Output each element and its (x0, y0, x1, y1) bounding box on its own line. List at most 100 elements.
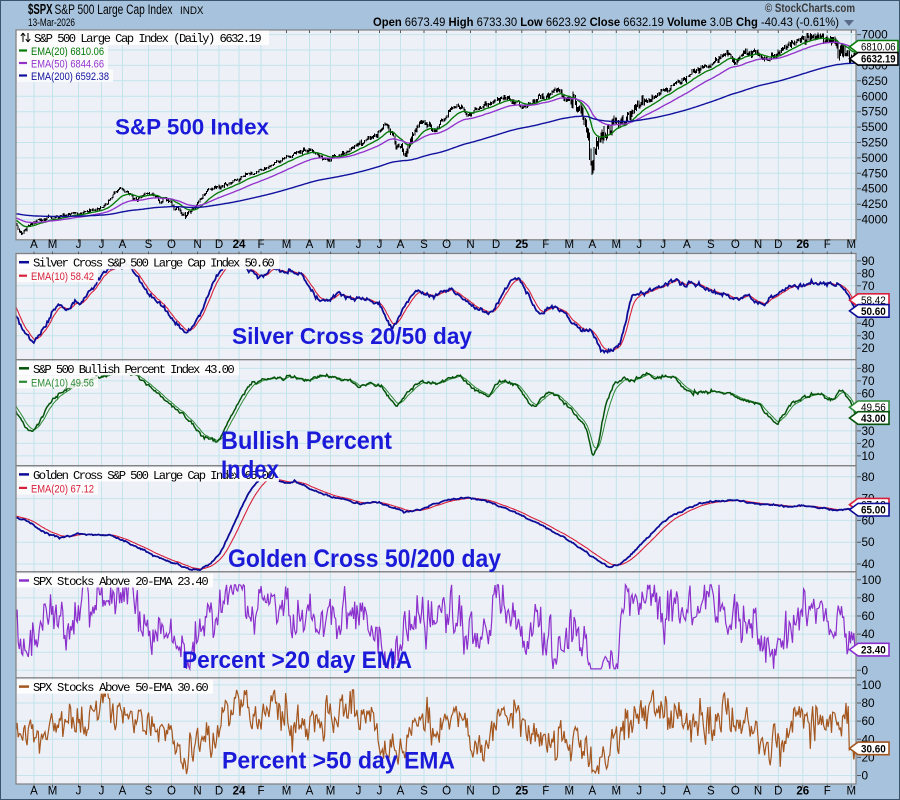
svg-text:4750: 4750 (862, 166, 889, 180)
svg-text:4000: 4000 (862, 213, 889, 227)
svg-text:25: 25 (515, 239, 528, 251)
svg-text:S&P 500 Bullish Percent Index: S&P 500 Bullish Percent Index 43.00 (33, 363, 235, 377)
svg-text:N: N (754, 239, 762, 251)
svg-text:D: D (492, 239, 500, 251)
svg-text:Golden Cross 50/200 day: Golden Cross 50/200 day (228, 545, 501, 573)
svg-text:80: 80 (862, 470, 876, 484)
svg-text:N: N (193, 239, 201, 251)
svg-text:N: N (754, 786, 762, 798)
svg-text:A: A (306, 239, 314, 251)
svg-text:5500: 5500 (862, 120, 889, 134)
svg-text:23.40: 23.40 (861, 645, 886, 657)
svg-text:F: F (824, 786, 831, 798)
svg-text:S: S (420, 239, 428, 251)
svg-text:5250: 5250 (862, 136, 889, 150)
svg-text:6632.19: 6632.19 (861, 54, 896, 66)
svg-text:60: 60 (862, 609, 876, 623)
svg-text:M: M (565, 786, 575, 798)
svg-text:J: J (636, 786, 642, 798)
svg-text:A: A (397, 786, 405, 798)
svg-text:Index: Index (221, 456, 279, 484)
svg-text:Golden Cross S&P 500 Large Cap: Golden Cross S&P 500 Large Cap Index 65.… (33, 469, 275, 483)
svg-text:O: O (442, 239, 451, 251)
svg-text:4250: 4250 (862, 197, 889, 211)
svg-text:30: 30 (862, 424, 876, 438)
svg-text:4500: 4500 (862, 182, 889, 196)
svg-text:J: J (76, 786, 82, 798)
svg-text:A: A (119, 786, 127, 798)
svg-text:25: 25 (515, 786, 528, 798)
svg-text:6000: 6000 (862, 89, 889, 103)
svg-text:13-Mar-2026: 13-Mar-2026 (28, 17, 75, 29)
svg-text:80: 80 (862, 266, 876, 280)
svg-text:M: M (48, 239, 58, 251)
svg-text:30: 30 (862, 329, 876, 343)
svg-text:Open 6673.49 High 6733.30 Lo: Open 6673.49 High 6733.30 Low 6623.92 Cl… (373, 15, 839, 29)
svg-text:6810.06: 6810.06 (861, 42, 896, 54)
svg-text:70: 70 (862, 374, 876, 388)
svg-text:M: M (565, 239, 575, 251)
svg-text:40: 40 (862, 557, 876, 571)
svg-text:60: 60 (862, 386, 876, 400)
svg-text:S&P 500 Large Cap Index (Daily: S&P 500 Large Cap Index (Daily) 6632.19 (34, 32, 262, 46)
svg-text:J: J (99, 239, 105, 251)
svg-text:S: S (145, 786, 153, 798)
svg-text:Percent >20 day EMA: Percent >20 day EMA (182, 647, 412, 674)
svg-text:F: F (542, 239, 549, 251)
svg-text:90: 90 (862, 254, 876, 268)
svg-text:EMA(50) 6844.66: EMA(50) 6844.66 (31, 59, 104, 71)
svg-text:S&P 500 Large Cap Index: S&P 500 Large Cap Index (55, 2, 173, 17)
svg-text:Percent >50 day EMA: Percent >50 day EMA (222, 748, 455, 775)
svg-text:43.00: 43.00 (861, 413, 886, 425)
svg-text:M: M (612, 239, 622, 251)
svg-text:M: M (282, 239, 292, 251)
svg-text:N: N (466, 239, 474, 251)
svg-text:A: A (683, 239, 691, 251)
svg-text:D: D (215, 786, 223, 798)
svg-text:EMA(200) 6592.38: EMA(200) 6592.38 (31, 71, 109, 83)
svg-text:S: S (707, 239, 715, 251)
svg-text:40: 40 (862, 316, 876, 330)
svg-text:O: O (731, 239, 740, 251)
svg-text:N: N (193, 786, 201, 798)
svg-text:D: D (492, 786, 500, 798)
svg-text:Silver Cross 20/50 day: Silver Cross 20/50 day (232, 323, 472, 349)
svg-text:50.60: 50.60 (861, 306, 886, 318)
svg-text:J: J (377, 786, 383, 798)
svg-text:$SPX: $SPX (28, 2, 53, 18)
svg-text:80: 80 (862, 361, 876, 375)
svg-text:A: A (397, 239, 405, 251)
svg-text:EMA(10) 58.42: EMA(10) 58.42 (31, 271, 94, 283)
svg-text:70: 70 (862, 279, 876, 293)
svg-text:J: J (660, 239, 666, 251)
svg-text:A: A (119, 239, 127, 251)
svg-text:O: O (442, 786, 451, 798)
svg-text:J: J (636, 239, 642, 251)
svg-text:F: F (542, 786, 549, 798)
svg-text:J: J (99, 786, 105, 798)
svg-text:A: A (30, 786, 38, 798)
svg-text:5750: 5750 (862, 105, 889, 119)
svg-text:M: M (612, 786, 622, 798)
svg-text:24: 24 (233, 239, 246, 251)
svg-text:65.00: 65.00 (861, 505, 886, 517)
svg-text:26: 26 (796, 786, 809, 798)
svg-text:M: M (326, 239, 336, 251)
svg-text:A: A (30, 239, 38, 251)
svg-text:A: A (306, 786, 314, 798)
svg-text:100: 100 (862, 573, 882, 587)
svg-text:D: D (774, 786, 782, 798)
svg-text:D: D (215, 239, 223, 251)
svg-text:M: M (847, 239, 857, 251)
svg-text:100: 100 (862, 678, 882, 692)
svg-text:D: D (774, 239, 782, 251)
svg-text:50: 50 (862, 535, 876, 549)
svg-text:N: N (466, 786, 474, 798)
svg-text:J: J (660, 786, 666, 798)
svg-text:0: 0 (862, 663, 869, 677)
svg-text:80: 80 (862, 591, 876, 605)
svg-text:O: O (167, 239, 176, 251)
svg-text:60: 60 (862, 513, 876, 527)
svg-text:O: O (731, 786, 740, 798)
svg-text:26: 26 (796, 239, 809, 251)
